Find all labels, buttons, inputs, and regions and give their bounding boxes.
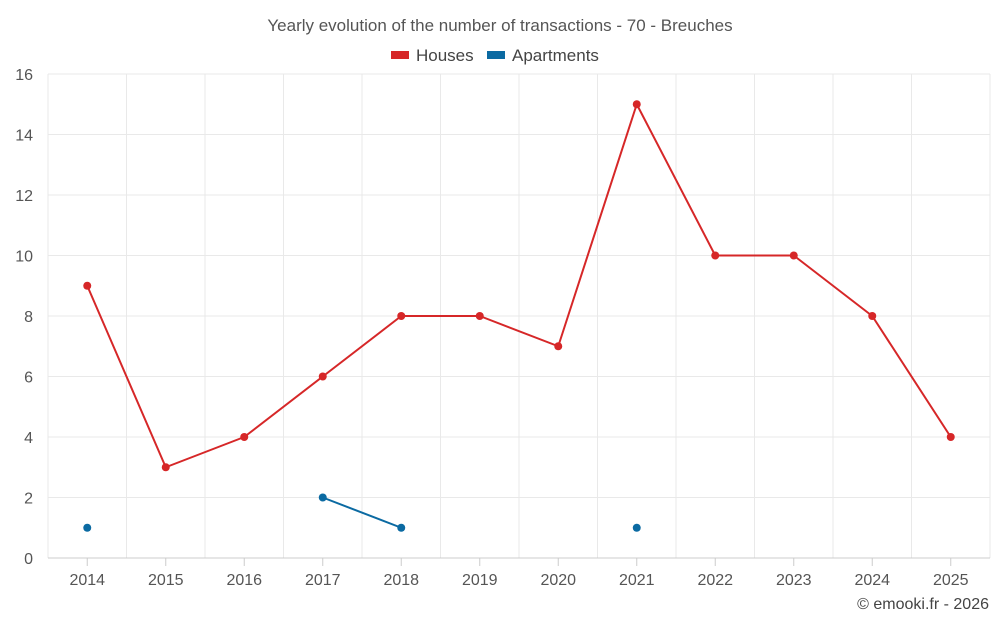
data-point-houses-2020[interactable] <box>554 342 563 351</box>
x-tick-label: 2016 <box>226 572 262 589</box>
legend: Houses Apartments <box>391 46 599 65</box>
x-tick-label: 2025 <box>933 572 969 589</box>
series-houses <box>83 100 955 472</box>
legend-label-houses: Houses <box>416 46 474 65</box>
y-tick-label: 4 <box>24 430 33 447</box>
credit-text: © emooki.fr - 2026 <box>857 596 989 613</box>
x-tick-label: 2015 <box>148 572 184 589</box>
data-point-apartments-2014[interactable] <box>83 523 92 532</box>
chart-title: Yearly evolution of the number of transa… <box>267 16 732 35</box>
x-tick-label: 2014 <box>69 572 105 589</box>
data-point-houses-2015[interactable] <box>161 463 170 472</box>
data-point-houses-2024[interactable] <box>868 312 877 320</box>
x-tick-label: 2022 <box>697 572 733 589</box>
legend-label-apartments: Apartments <box>512 46 599 65</box>
x-tick-label: 2017 <box>305 572 341 589</box>
grid <box>47 73 991 558</box>
data-point-apartments-2021[interactable] <box>632 523 641 532</box>
data-point-houses-2025[interactable] <box>946 433 955 441</box>
data-point-houses-2023[interactable] <box>789 251 798 260</box>
y-tick-label: 8 <box>24 309 33 326</box>
y-tick-label: 10 <box>15 249 33 266</box>
y-tick-label: 14 <box>15 128 33 145</box>
legend-swatch-apartments <box>487 51 505 59</box>
data-point-houses-2022[interactable] <box>711 251 720 260</box>
series-apartments <box>83 493 641 532</box>
data-point-houses-2021[interactable] <box>632 100 641 109</box>
x-tick-label: 2023 <box>776 572 812 589</box>
series-line-houses <box>86 103 952 469</box>
x-tick-label: 2024 <box>854 572 890 589</box>
y-tick-label: 0 <box>24 551 33 568</box>
x-tick-label: 2020 <box>540 572 576 589</box>
y-tick-label: 6 <box>24 370 33 387</box>
y-axis-ticks: 0 2 4 6 8 10 12 14 16 <box>15 67 33 568</box>
data-point-houses-2018[interactable] <box>397 312 406 320</box>
data-point-houses-2016[interactable] <box>240 433 249 441</box>
x-axis-ticks: 2014 2015 2016 2017 2018 2019 2020 2021 2022 2023… <box>69 558 969 589</box>
y-tick-label: 2 <box>24 491 33 508</box>
data-point-houses-2014[interactable] <box>83 281 92 290</box>
x-tick-label: 2018 <box>383 572 419 589</box>
data-point-houses-2017[interactable] <box>318 372 327 381</box>
series <box>83 100 955 532</box>
data-point-apartments-2017[interactable] <box>318 493 327 502</box>
series-line-apartments <box>322 496 402 529</box>
y-tick-label: 16 <box>15 67 33 84</box>
legend-swatch-houses <box>391 51 409 59</box>
legend-item-apartments[interactable]: Apartments <box>487 46 599 65</box>
y-tick-label: 12 <box>15 188 33 205</box>
legend-item-houses[interactable]: Houses <box>391 46 474 65</box>
x-tick-label: 2019 <box>462 572 498 589</box>
data-point-apartments-2018[interactable] <box>397 523 406 532</box>
data-point-houses-2019[interactable] <box>475 312 484 320</box>
x-tick-label: 2021 <box>619 572 655 589</box>
